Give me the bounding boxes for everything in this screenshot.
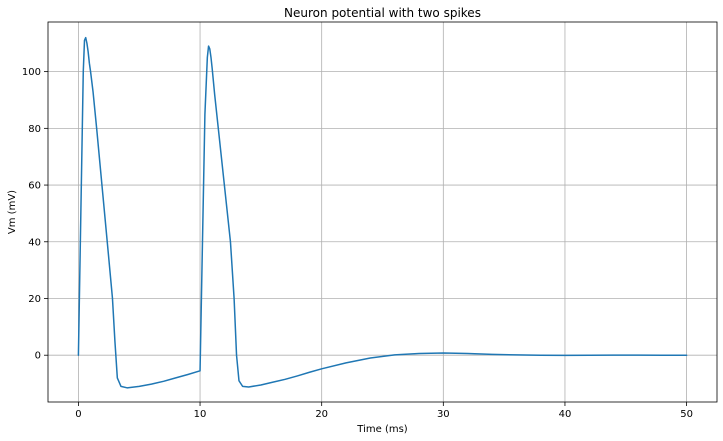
y-tick-label: 80: [28, 124, 41, 135]
x-tick-label: 30: [437, 409, 450, 420]
x-tick-label: 10: [194, 409, 207, 420]
y-axis: 0 20 40 60 80 100: [22, 67, 48, 362]
grid: [48, 22, 717, 402]
y-tick-label: 60: [28, 181, 41, 192]
x-tick-label: 0: [75, 409, 81, 420]
x-axis-label: Time (ms): [356, 424, 408, 435]
series-layer: [77, 36, 688, 389]
x-axis: 0 10 20 30 40 50: [75, 402, 693, 420]
y-tick-label: 20: [28, 294, 41, 305]
x-tick-label: 50: [680, 409, 693, 420]
y-tick-label: 100: [22, 67, 41, 78]
y-tick-label: 0: [35, 351, 41, 362]
y-axis-label: Vm (mV): [7, 190, 18, 234]
x-tick-label: 20: [315, 409, 328, 420]
plot-frame: [47, 21, 718, 403]
y-tick-label: 40: [28, 237, 41, 248]
x-tick-label: 40: [559, 409, 572, 420]
series-line: [77, 36, 688, 389]
chart-title: Neuron potential with two spikes: [284, 6, 481, 20]
